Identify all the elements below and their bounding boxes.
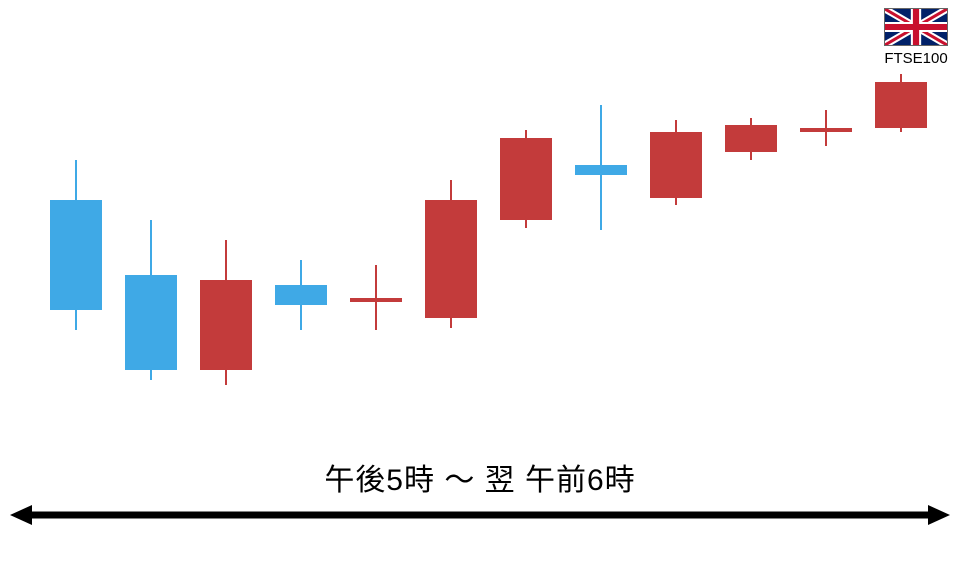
candle-body [725,125,777,152]
candle-body [125,275,177,370]
candle [350,80,402,420]
uk-flag-icon [884,8,948,46]
candlestick-chart [20,80,940,420]
candle [500,80,552,420]
candle-body [50,200,102,310]
candle [725,80,777,420]
candle [275,80,327,420]
candle-body [500,138,552,220]
timeline-label: 午後5時 ～ 翌 午前6時 [0,455,960,499]
candle-body [800,128,852,132]
candle [50,80,102,420]
candle-body [575,165,627,175]
candle [650,80,702,420]
candle [425,80,477,420]
candle-body [200,280,252,370]
candle [800,80,852,420]
candle-body [650,132,702,198]
candle-body [875,82,927,128]
candle-body [275,285,327,305]
candle [575,80,627,420]
index-label: FTSE100 [884,50,948,67]
candle [200,80,252,420]
candle-body [425,200,477,318]
timeline-arrow [10,500,950,530]
candle-body [350,298,402,302]
candle [125,80,177,420]
candle [875,80,927,420]
